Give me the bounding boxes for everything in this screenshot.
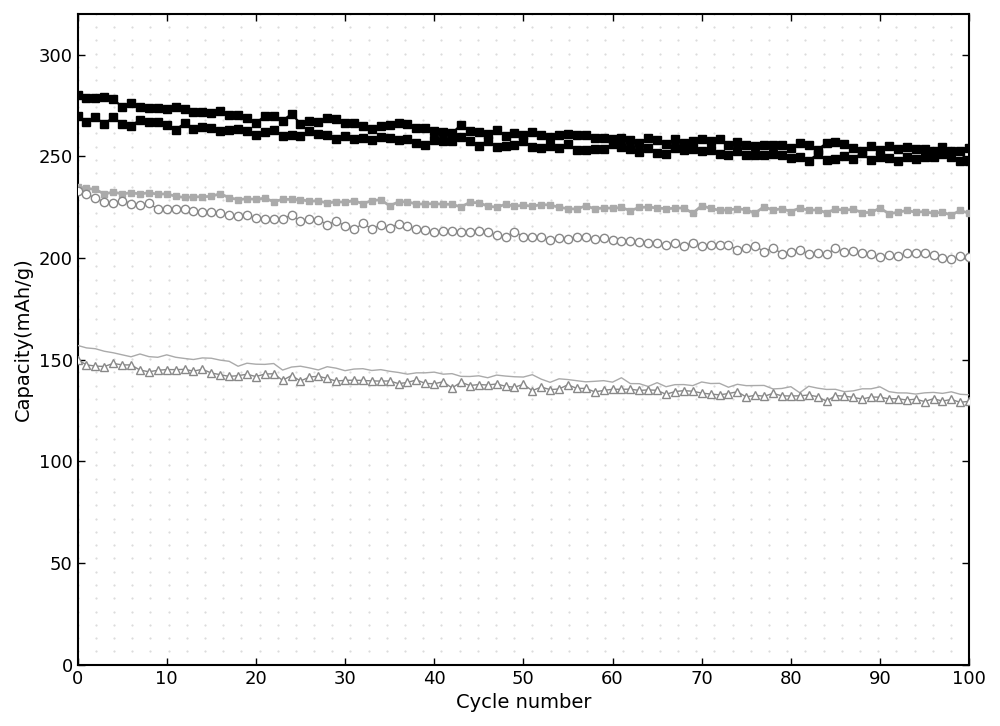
X-axis label: Cycle number: Cycle number [456, 693, 591, 712]
Y-axis label: Capacity(mAh/g): Capacity(mAh/g) [14, 258, 33, 421]
